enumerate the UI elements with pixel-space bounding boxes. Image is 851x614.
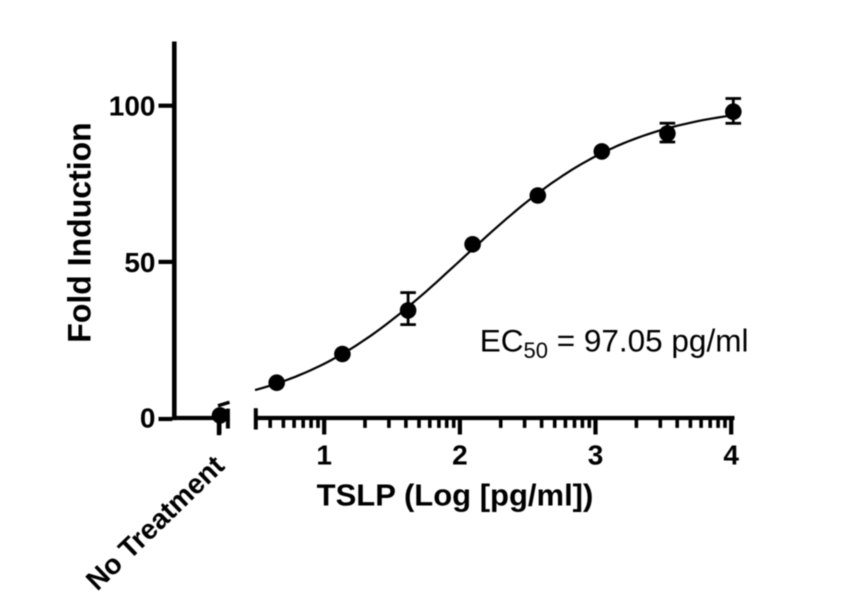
svg-text:EC50 = 97.05 pg/ml: EC50 = 97.05 pg/ml [480, 323, 749, 364]
svg-text:TSLP (Log [pg/ml]): TSLP (Log [pg/ml]) [317, 478, 594, 513]
svg-text:100: 100 [109, 91, 156, 122]
svg-text:0: 0 [140, 403, 156, 434]
svg-text:1: 1 [316, 440, 332, 471]
svg-text:Fold Induction: Fold Induction [62, 122, 98, 342]
svg-text:3: 3 [588, 440, 604, 471]
svg-text:50: 50 [124, 247, 155, 278]
svg-text:2: 2 [452, 440, 468, 471]
svg-text:4: 4 [723, 440, 739, 471]
